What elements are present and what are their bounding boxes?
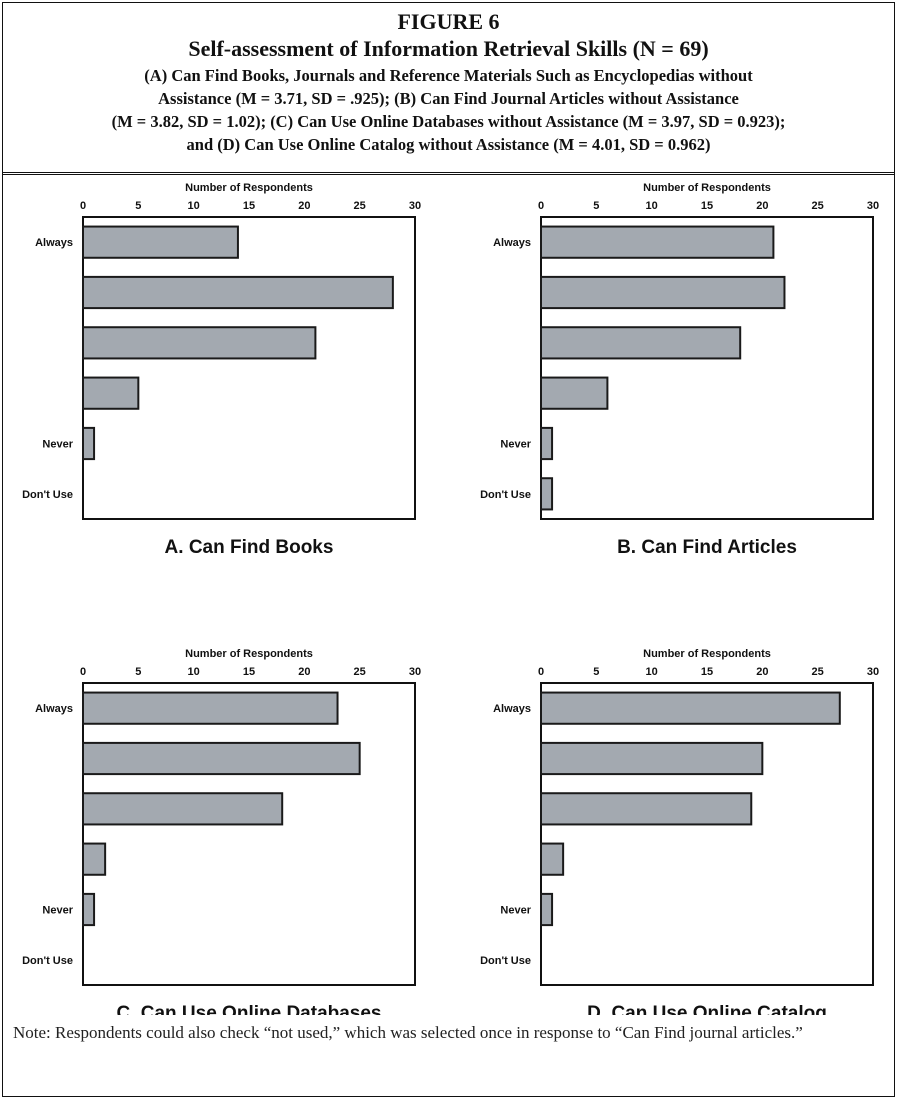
x-tick-label: 30 [409, 666, 421, 678]
x-tick-label: 25 [812, 200, 824, 212]
bar [540, 225, 775, 259]
bar [540, 741, 764, 776]
x-tick-label: 30 [867, 200, 879, 212]
x-tick-label: 5 [593, 200, 599, 212]
bar [82, 225, 239, 259]
x-axis-label: Number of Respondents [185, 182, 313, 194]
x-tick-label: 5 [135, 666, 141, 678]
x-tick-label: 15 [243, 200, 255, 212]
x-tick-label: 15 [243, 666, 255, 678]
x-tick-label: 15 [701, 200, 713, 212]
x-axis-label: Number of Respondents [643, 182, 771, 194]
x-tick-label: 0 [80, 200, 86, 212]
x-axis-label: Number of Respondents [643, 648, 771, 660]
category-label: Always [35, 237, 73, 249]
category-label: Don't Use [480, 489, 531, 501]
bar [540, 326, 742, 360]
category-label: Always [493, 237, 531, 249]
bar [540, 275, 786, 310]
chart-title: B. Can Find Articles [617, 537, 797, 558]
x-tick-label: 10 [188, 666, 200, 678]
x-tick-label: 0 [538, 666, 544, 678]
category-label: Never [42, 439, 73, 451]
category-label: Never [500, 905, 531, 917]
category-label: Never [42, 905, 73, 917]
caption-line: Assistance (M = 3.71, SD = .925); (B) Ca… [158, 89, 739, 108]
bar [82, 376, 140, 410]
category-label: Always [35, 703, 73, 715]
bar [82, 741, 361, 776]
bar [82, 691, 339, 725]
figure-note: Note: Respondents could also check “not … [13, 1023, 803, 1042]
bar [82, 892, 96, 927]
bar [82, 275, 394, 310]
bar [540, 691, 841, 725]
x-tick-label: 25 [354, 666, 366, 678]
bar [540, 477, 554, 511]
plot-frame [540, 682, 874, 986]
x-axis-label: Number of Respondents [185, 648, 313, 660]
bar [82, 792, 284, 826]
x-tick-label: 20 [756, 666, 768, 678]
chart-a: Number of Respondents 0 5 10 15 20 25 30 Always N… [22, 182, 421, 558]
bar [540, 842, 565, 876]
chart-b: Number of Respondents 0 5 10 15 20 25 30 Always N… [480, 182, 879, 558]
x-tick-label: 20 [298, 666, 310, 678]
caption-line: (A) Can Find Books, Journals and Referen… [144, 66, 753, 85]
x-tick-label: 5 [593, 666, 599, 678]
x-tick-label: 30 [867, 666, 879, 678]
bar [82, 326, 317, 360]
caption-line: and (D) Can Use Online Catalog without A… [186, 135, 711, 154]
chart-d: Number of Respondents 0 5 10 15 20 25 30 Always N… [480, 648, 879, 1015]
plot-frame [540, 216, 874, 520]
x-tick-label: 25 [354, 200, 366, 212]
x-tick-label: 25 [812, 666, 824, 678]
category-label: Don't Use [480, 955, 531, 967]
x-tick-label: 15 [701, 666, 713, 678]
bar [82, 842, 107, 876]
plot-frame [82, 682, 416, 986]
category-label: Don't Use [22, 955, 73, 967]
x-tick-label: 30 [409, 200, 421, 212]
figure-title: Self-assessment of Information Retrieval… [188, 36, 709, 61]
bar [82, 426, 96, 461]
bar [540, 892, 554, 927]
x-tick-label: 10 [646, 666, 658, 678]
x-tick-label: 5 [135, 200, 141, 212]
chart-title: C. Can Use Online Databases [116, 1003, 381, 1015]
figure-caption: (A) Can Find Books, Journals and Referen… [11, 64, 886, 156]
category-label: Always [493, 703, 531, 715]
x-tick-label: 0 [538, 200, 544, 212]
charts-area: Number of Respondents 0 5 10 15 20 25 30 Always N… [22, 182, 879, 1015]
x-tick-label: 0 [80, 666, 86, 678]
plot-frame [82, 216, 416, 520]
bar [540, 426, 554, 461]
x-tick-label: 20 [298, 200, 310, 212]
x-tick-label: 10 [646, 200, 658, 212]
figure-label: FIGURE 6 [397, 9, 500, 34]
x-tick-label: 20 [756, 200, 768, 212]
chart-title: A. Can Find Books [165, 537, 334, 558]
chart-title: D. Can Use Online Catalog [587, 1003, 827, 1015]
bar [540, 792, 753, 826]
bar [540, 376, 609, 410]
x-tick-label: 10 [188, 200, 200, 212]
figure-header: FIGURE 6 Self-assessment of Information … [3, 3, 894, 175]
caption-line: (M = 3.82, SD = 1.02); (C) Can Use Onlin… [111, 112, 786, 131]
category-label: Don't Use [22, 489, 73, 501]
chart-c: Number of Respondents 0 5 10 15 20 25 30 Always N… [22, 648, 421, 1015]
category-label: Never [500, 439, 531, 451]
